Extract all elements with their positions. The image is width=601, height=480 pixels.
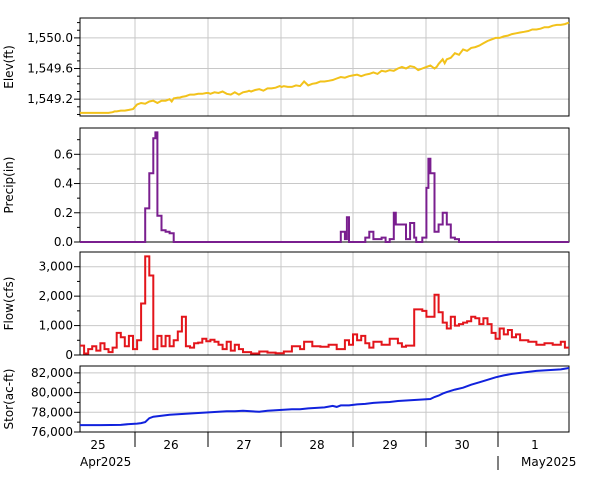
y-axis-label: Stor(ac-ft) (2, 369, 16, 430)
y-axis-label: Flow(cfs) (2, 277, 16, 331)
x-day-label: 1 (531, 438, 539, 452)
y-axis-label: Precip(in) (2, 157, 16, 214)
x-day-label: 26 (163, 438, 178, 452)
y-tick-label: 82,000 (31, 366, 73, 380)
plot-frame (79, 365, 570, 433)
x-month-label: May2025 (521, 455, 576, 469)
x-day-label: 29 (382, 438, 397, 452)
y-tick-label: 0.0 (54, 235, 73, 249)
y-tick-label: 0.6 (54, 147, 73, 161)
y-tick-label: 0 (65, 348, 73, 362)
y-tick-label: 78,000 (31, 405, 73, 419)
y-axis-label: Elev(ft) (2, 45, 16, 88)
y-tick-label: 1,550.0 (27, 31, 73, 45)
series-line (80, 367, 570, 427)
y-tick-label: 76,000 (31, 425, 73, 439)
plot-area (80, 18, 569, 116)
y-tick-label: 0.4 (54, 177, 73, 191)
y-tick-label: 1,549.6 (27, 62, 73, 76)
y-tick-label: 0.2 (54, 206, 73, 220)
x-axis: 25 26 27 28 29 30 1 Apr2025 May2025 (80, 432, 576, 470)
plot-frame (79, 251, 570, 356)
y-tick-label: 1,549.2 (27, 92, 73, 106)
y-tick-label: 3,000 (39, 260, 73, 274)
y-tick-label: 1,000 (39, 319, 73, 333)
panel-2: 0.0 0.2 0.4 0.6 Precip(in) (2, 127, 570, 249)
panel-3: 0 1,000 2,000 3,000 Flow(cfs) (2, 251, 570, 362)
panel-1: 1,549.2 1,549.6 1,550.0 Elev(ft) (2, 17, 570, 117)
y-tick-label: 2,000 (39, 289, 73, 303)
series-line (80, 255, 569, 355)
plot-area (80, 366, 569, 432)
plot-frame (79, 17, 570, 117)
panel-4: 76,000 78,000 80,000 82,000 Stor(ac-ft) (2, 365, 570, 439)
x-day-label: 27 (236, 438, 251, 452)
chart-panels: 1,549.21,549.61,550.0Elev(ft)0.00.20.40.… (2, 17, 570, 439)
series-line (80, 21, 570, 114)
x-day-label: 28 (309, 438, 324, 452)
x-day-label: 30 (454, 438, 469, 452)
x-month-label: Apr2025 (80, 455, 131, 469)
series-line (80, 131, 569, 243)
x-day-label: 25 (90, 438, 105, 452)
y-tick-label: 80,000 (31, 386, 73, 400)
